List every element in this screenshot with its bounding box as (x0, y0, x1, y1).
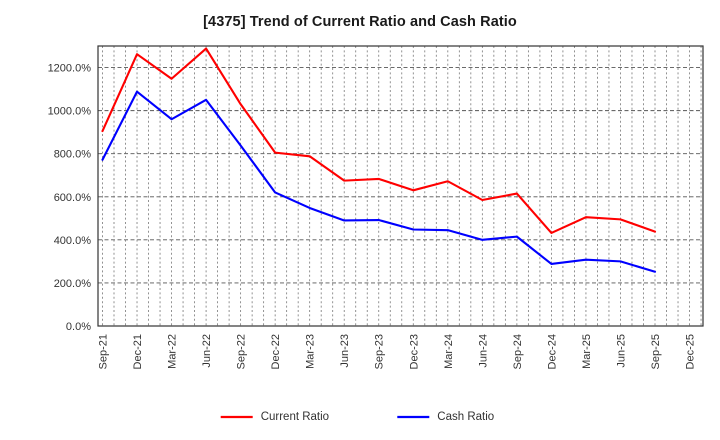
chart-legend: Current Ratio Cash Ratio (220, 411, 494, 423)
page-title: [4375] Trend of Current Ratio and Cash R… (203, 14, 517, 30)
legend-label: Current Ratio (261, 411, 329, 423)
x-axis-tick-label: Dec-21 (132, 334, 144, 369)
legend-label: Cash Ratio (437, 411, 494, 423)
y-axis-tick-label: 400.0% (54, 235, 92, 247)
x-axis-tick-label: Mar-25 (581, 334, 593, 369)
x-axis-tick-label: Jun-22 (201, 334, 213, 368)
x-axis-tick-labels: Sep-21 Dec-21 Mar-22 Jun-22 Sep-22 Dec-22 Mar-… (97, 334, 696, 369)
x-axis-tick-label: Mar-24 (443, 334, 455, 369)
x-axis-tick-label: Sep-21 (97, 334, 109, 369)
x-axis-tick-label: Mar-23 (305, 334, 317, 369)
x-axis-tick-label: Sep-25 (650, 334, 662, 369)
x-axis-tick-label: Mar-22 (167, 334, 179, 369)
y-axis-tick-label: 600.0% (54, 192, 92, 204)
y-axis-tick-label: 0.0% (66, 321, 91, 333)
x-axis-tick-label: Jun-25 (615, 334, 627, 368)
x-axis-tick-label: Jun-23 (339, 334, 351, 368)
horizontal-gridlines (98, 67, 703, 284)
y-axis-tick-label: 800.0% (54, 149, 92, 161)
x-axis-tick-label: Sep-23 (374, 334, 386, 369)
y-axis-tick-label: 1000.0% (48, 106, 92, 118)
x-axis-tick-label: Sep-24 (512, 334, 524, 369)
x-axis-tick-label: Dec-23 (408, 334, 420, 369)
series-line-current-ratio (101, 47, 657, 235)
x-axis-tick-label: Jun-24 (477, 334, 489, 368)
data-series-group (101, 47, 657, 273)
x-axis-tick-label: Dec-24 (546, 334, 558, 369)
vertical-gridlines (102, 46, 702, 326)
x-axis-tick-label: Dec-25 (685, 334, 697, 369)
y-axis-tick-labels: 1200.0% 1000.0% 800.0% 600.0% 400.0% 200.0% 0.… (48, 63, 92, 333)
x-axis-tick-label: Sep-22 (236, 334, 248, 369)
y-axis-tick-label: 200.0% (54, 278, 92, 290)
series-line-cash-ratio (101, 90, 657, 273)
y-axis-tick-label: 1200.0% (48, 63, 92, 75)
plot-frame (97, 45, 704, 327)
x-axis-tick-label: Dec-22 (270, 334, 282, 369)
